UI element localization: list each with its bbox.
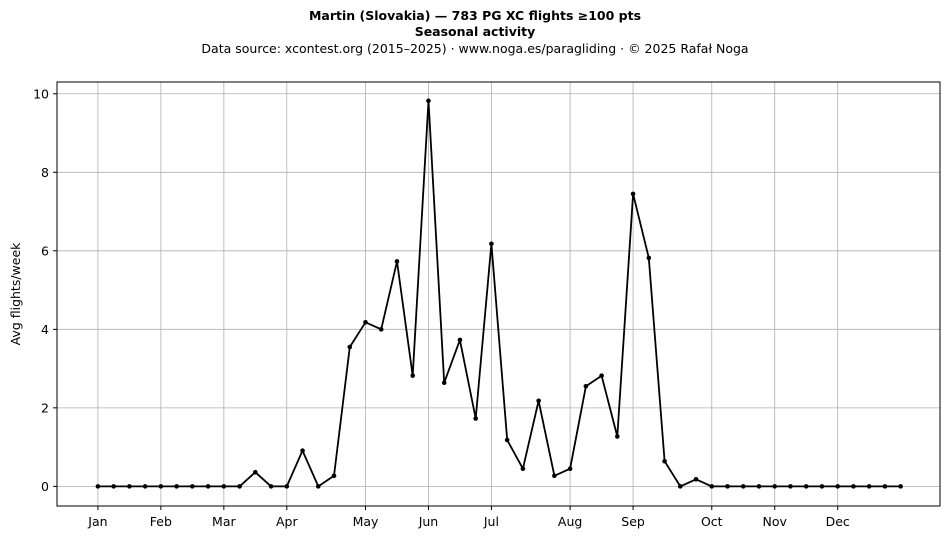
data-point [300, 448, 305, 453]
chart-source: Data source: xcontest.org (2015–2025) · … [201, 41, 749, 56]
data-point [504, 437, 510, 443]
data-point [677, 484, 683, 489]
data-point [489, 241, 494, 247]
data-point [142, 484, 148, 489]
x-tick-label: Jan [87, 514, 107, 529]
data-point [866, 484, 872, 489]
data-point [599, 373, 604, 378]
data-point [583, 383, 589, 389]
data-point [127, 484, 132, 489]
x-tick-label: Nov [763, 514, 788, 529]
y-axis-label: Avg flights/week [8, 242, 23, 346]
series-line [97, 99, 901, 488]
data-point [174, 484, 179, 489]
data-point [473, 416, 478, 421]
y-tick-label: 2 [41, 400, 49, 415]
data-point [237, 484, 242, 489]
data-point [552, 473, 557, 479]
x-tick-label: Oct [701, 514, 723, 529]
data-point [725, 484, 730, 489]
data-point [205, 484, 211, 489]
chart-title: Martin (Slovakia) — 783 PG XC flights ≥1… [308, 8, 642, 23]
data-point [709, 484, 715, 489]
data-point [378, 327, 384, 332]
x-tick-label: Jun [418, 514, 439, 529]
data-point [693, 477, 699, 482]
data-point [630, 191, 636, 197]
data-point [772, 484, 778, 489]
grid-lines [57, 82, 940, 506]
data-point [740, 484, 746, 489]
data-point [315, 484, 321, 489]
x-tick-label: Apr [276, 514, 298, 529]
data-point [111, 484, 116, 489]
data-point [756, 484, 762, 489]
data-point [457, 337, 463, 343]
data-point [95, 484, 101, 489]
y-tick-label: 4 [41, 322, 49, 337]
series-points [95, 98, 903, 489]
data-point [567, 466, 573, 472]
y-tick-label: 6 [41, 243, 49, 258]
x-tick-label: Aug [558, 514, 582, 529]
x-tick-label: May [353, 514, 379, 529]
data-point [882, 484, 888, 489]
plot-frame [56, 81, 941, 507]
data-point [662, 458, 667, 464]
x-tick-label: Jul [483, 514, 499, 529]
data-point [253, 469, 258, 475]
data-point [898, 484, 903, 489]
y-tick-label: 8 [41, 165, 49, 180]
chart-subtitle: Seasonal activity [414, 24, 536, 39]
axis-ticks: Jan Feb Mar Apr May Jun Jul Aug Sep Oct Nov Dec 0 2 4 6… [33, 86, 850, 529]
x-tick-label: Mar [212, 514, 236, 529]
series-line-layer [97, 99, 901, 488]
x-tick-label: Sep [621, 514, 645, 529]
y-tick-label: 10 [33, 86, 49, 101]
data-point [536, 398, 541, 404]
data-point [835, 484, 840, 489]
data-point [190, 484, 195, 489]
y-tick-label: 0 [41, 479, 49, 494]
data-point [646, 255, 652, 261]
data-point [363, 319, 368, 325]
data-point [284, 484, 290, 489]
data-point [441, 380, 447, 386]
data-point [803, 484, 809, 489]
data-point [426, 98, 431, 104]
data-point [788, 484, 793, 489]
data-point [819, 484, 825, 489]
data-point [158, 484, 164, 489]
data-point [851, 484, 856, 489]
data-point [520, 466, 526, 472]
x-tick-label: Feb [150, 514, 172, 529]
data-point [331, 473, 337, 479]
data-point [221, 484, 227, 489]
data-point [394, 259, 400, 264]
data-point [268, 484, 274, 489]
data-point [410, 373, 416, 378]
x-tick-label: Dec [826, 514, 850, 529]
data-point [347, 344, 353, 350]
data-point [615, 434, 620, 439]
